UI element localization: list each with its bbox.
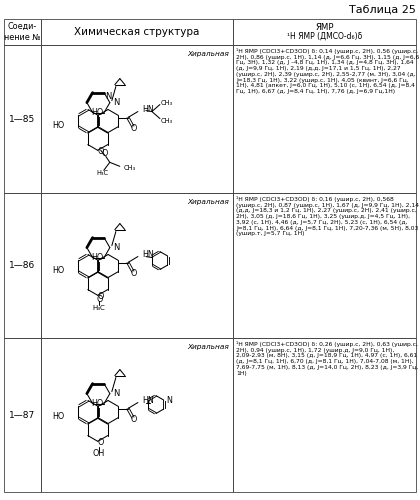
Text: CH₃: CH₃ xyxy=(161,100,173,105)
Text: HO: HO xyxy=(52,266,65,275)
Text: HO: HO xyxy=(92,254,104,262)
Text: ¹H ЯМР (CDCl3+CD3OD) δ: 0,26 (ушир.с, 2H), 0,63 (ушир.с, 2H), 0,94 (ушир.с, 1H),: ¹H ЯМР (CDCl3+CD3OD) δ: 0,26 (ушир.с, 2H… xyxy=(236,341,418,376)
Text: N: N xyxy=(167,396,173,404)
Text: N: N xyxy=(113,98,119,107)
Bar xyxy=(233,19,416,45)
Bar xyxy=(4,193,41,338)
Bar xyxy=(233,45,416,193)
Text: O: O xyxy=(131,124,137,133)
Text: CH₃: CH₃ xyxy=(124,166,136,172)
Text: 1—86: 1—86 xyxy=(9,261,36,270)
Text: HN: HN xyxy=(142,105,154,114)
Text: N: N xyxy=(105,92,112,101)
Text: Хиральная: Хиральная xyxy=(187,199,229,205)
Text: CH₃: CH₃ xyxy=(161,118,173,124)
Text: HO: HO xyxy=(92,108,104,118)
Text: Соеди-
нение №: Соеди- нение № xyxy=(4,22,41,42)
Text: HN: HN xyxy=(142,396,154,405)
Bar xyxy=(233,338,416,492)
Text: ¹H ЯМР (CDCl3+CD3OD) δ: 0,14 (ушир.с, 2H), 0,56 (ушир.с, 2H), 0,86 (ушир.с, 1H),: ¹H ЯМР (CDCl3+CD3OD) δ: 0,14 (ушир.с, 2H… xyxy=(236,48,419,94)
Bar xyxy=(41,338,233,492)
Text: O: O xyxy=(97,148,104,156)
Text: HO: HO xyxy=(52,412,65,421)
Text: Химическая структура: Химическая структура xyxy=(74,27,200,37)
Bar xyxy=(4,45,41,193)
Text: 1—85: 1—85 xyxy=(9,114,36,124)
Text: HO: HO xyxy=(92,400,104,408)
Text: Хиральная: Хиральная xyxy=(187,344,229,350)
Bar xyxy=(4,338,41,492)
Text: OH: OH xyxy=(93,450,105,458)
Bar xyxy=(233,193,416,338)
Text: O: O xyxy=(97,438,104,448)
Text: O: O xyxy=(131,269,137,278)
Text: O: O xyxy=(102,149,108,158)
Text: Таблица 25: Таблица 25 xyxy=(349,5,416,15)
Text: O: O xyxy=(131,415,137,424)
Text: H₃C: H₃C xyxy=(97,170,109,176)
Text: HO: HO xyxy=(52,121,65,130)
Bar xyxy=(41,19,233,45)
Text: N: N xyxy=(113,243,119,252)
Text: ¹H ЯМР (CDCl3+CD3OD) δ: 0,16 (ушир.с, 2H), 0,568 (ушир.с, 2H), 0,87 (ушир.с, 1H): ¹H ЯМР (CDCl3+CD3OD) δ: 0,16 (ушир.с, 2H… xyxy=(236,196,419,236)
Text: O: O xyxy=(97,292,104,302)
Bar xyxy=(41,193,233,338)
Text: HN: HN xyxy=(142,250,154,259)
Bar xyxy=(41,45,233,193)
Text: O: O xyxy=(97,295,103,304)
Text: N: N xyxy=(113,389,119,398)
Bar xyxy=(4,19,41,45)
Text: H₃C: H₃C xyxy=(92,305,105,311)
Text: ¹H ЯМР (ДМСО-d₆)δ: ¹H ЯМР (ДМСО-d₆)δ xyxy=(287,32,362,40)
Text: Хиральная: Хиральная xyxy=(187,51,229,57)
Text: ЯМР: ЯМР xyxy=(315,24,334,32)
Text: 1—87: 1—87 xyxy=(9,410,36,420)
